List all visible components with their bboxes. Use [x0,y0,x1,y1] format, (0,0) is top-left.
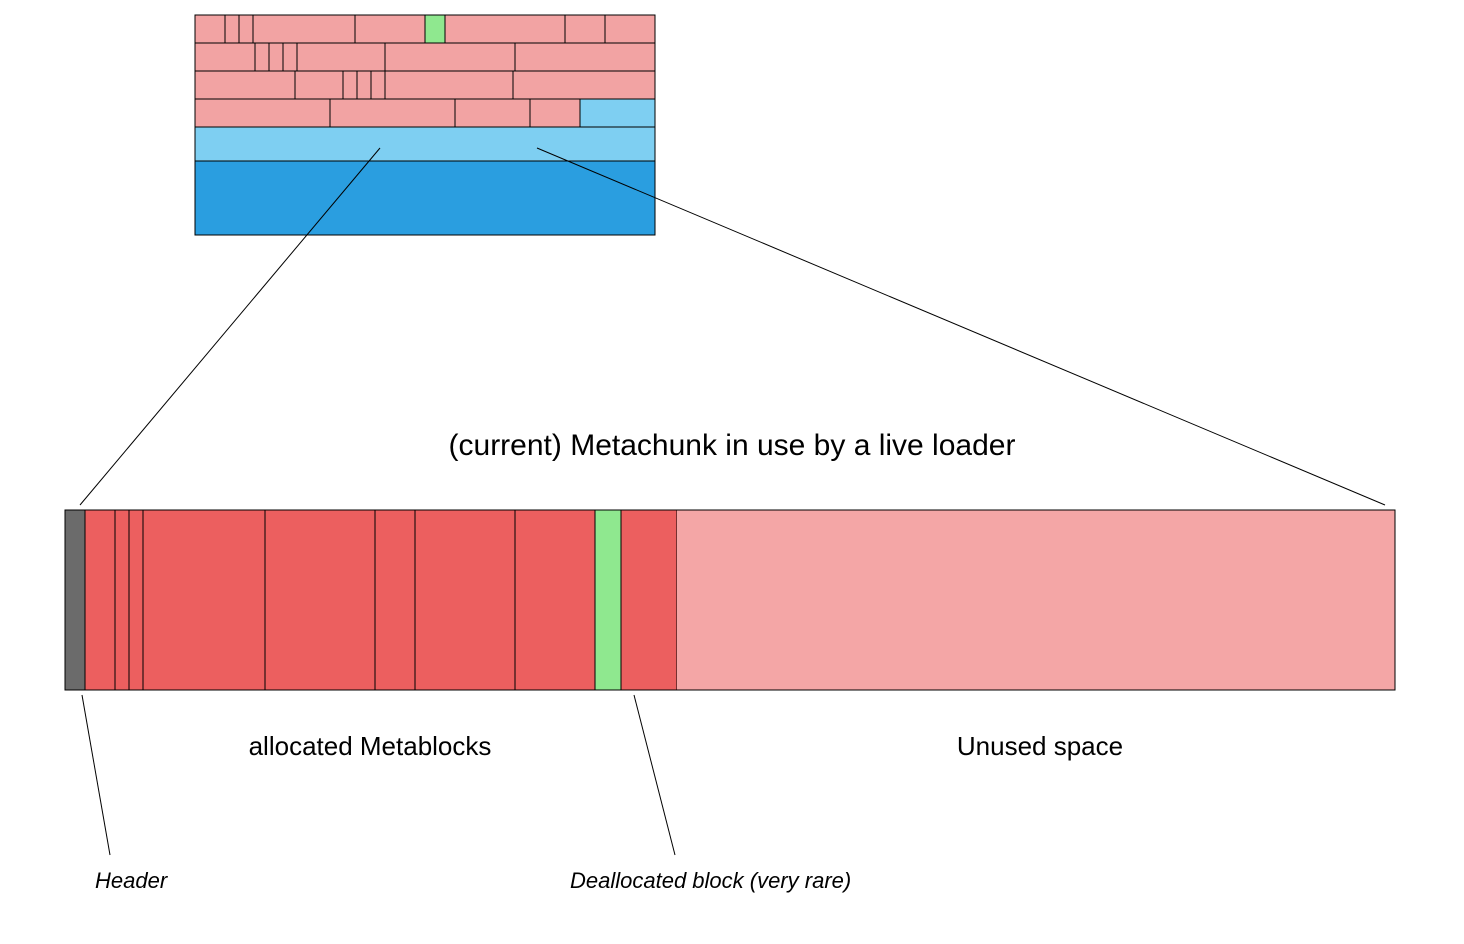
overview-row-2-cell-2 [343,71,357,99]
detail-segment-8 [595,510,621,690]
overview-row-1-cell-5 [385,43,515,71]
overview-row-0-cell-6 [445,15,565,43]
deallocated-label: Deallocated block (very rare) [570,868,851,893]
overview-row-2-cell-4 [371,71,385,99]
overview-row-0-cell-1 [225,15,239,43]
detail-segment-5 [375,510,415,690]
overview-row-2-cell-5 [385,71,513,99]
overview-row-1-cell-1 [255,43,269,71]
overview-row-3-cell-0 [195,99,330,127]
overview-row-3-cell-3 [530,99,580,127]
overview-row-1-cell-3 [283,43,297,71]
detail-segment-1 [115,510,129,690]
detail-header [65,510,85,690]
overview-box [195,15,655,235]
detail-segment-9 [621,510,677,690]
detail-unused [677,510,1395,690]
overview-row-3-cell-4 [580,99,655,127]
detail-segment-4 [265,510,375,690]
overview-row-3-cell-2 [455,99,530,127]
overview-row-1-cell-6 [515,43,655,71]
metachunk-diagram: (current) Metachunk in use by a live loa… [0,0,1464,944]
detail-segment-3 [143,510,265,690]
overview-row-2-cell-0 [195,71,295,99]
detail-segment-0 [85,510,115,690]
detail-segment-2 [129,510,143,690]
unused-label: Unused space [957,731,1123,761]
overview-row-0-cell-3 [253,15,355,43]
overview-row-2-cell-1 [295,71,343,99]
detail-segment-7 [515,510,595,690]
overview-row-1-cell-0 [195,43,255,71]
detail-bar [65,510,1395,690]
overview-row-0-cell-0 [195,15,225,43]
detail-segment-6 [415,510,515,690]
overview-lightblue-row [195,127,655,161]
overview-blue-row [195,161,655,235]
overview-row-1-cell-4 [297,43,385,71]
callout-line-deallocated [634,695,675,855]
overview-row-0-cell-2 [239,15,253,43]
title-label: (current) Metachunk in use by a live loa… [449,429,1016,462]
overview-row-3-cell-1 [330,99,455,127]
overview-row-0-cell-8 [605,15,655,43]
overview-row-0-cell-4 [355,15,425,43]
overview-row-1-cell-2 [269,43,283,71]
allocated-label: allocated Metablocks [249,731,492,761]
overview-row-2-cell-3 [357,71,371,99]
overview-row-0-cell-7 [565,15,605,43]
callout-line-header [82,695,110,855]
overview-row-2-cell-6 [513,71,655,99]
header-label: Header [95,868,169,893]
overview-row-0-cell-5 [425,15,445,43]
